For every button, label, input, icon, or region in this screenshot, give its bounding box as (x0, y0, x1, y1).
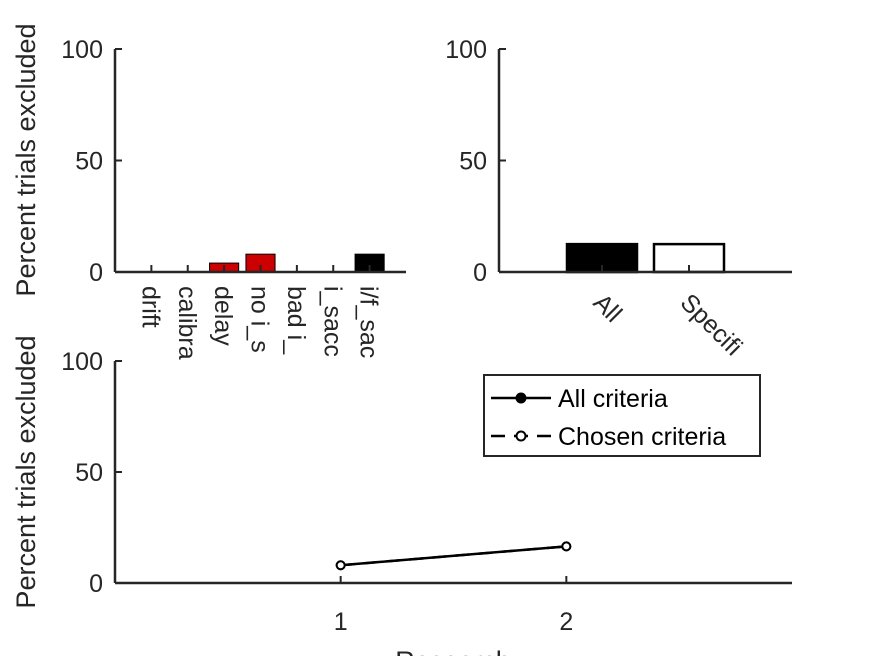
legend-chosen-criteria-marker (515, 430, 527, 442)
chart1-y-axis-label: Percent trials excluded (11, 23, 41, 296)
chart2-xtick-label: Specifi (675, 288, 748, 361)
chart3-legend: All criteria Chosen criteria (483, 374, 761, 457)
chart2-ytick-label: 50 (459, 148, 487, 176)
chart2-bar-1 (652, 242, 726, 274)
chart1-ytick-label: 0 (89, 259, 103, 287)
chart3-series-point-1 (561, 541, 572, 552)
chart1-xtick-label: drift (136, 286, 164, 328)
exclusion-criteria-bar-chart: Percent trials excluded 0 50 100 drift cali… (11, 23, 406, 360)
chart1-ytick-label: 100 (61, 36, 103, 64)
chart2-tick-labels: All Specifi (588, 288, 748, 361)
chart3-y-axis-label: Percent trials excluded (11, 335, 41, 608)
chart1-xtick-label: i/f_sac (355, 286, 383, 358)
chart3-ytick-label: 50 (75, 459, 103, 487)
chart3-series-point-1 (335, 560, 346, 571)
per-research-line-chart: Percent trials excluded 0 50 100 1 2 Resear… (11, 335, 792, 656)
chart1-tick-labels: drift calibra delay no i_s bad i_ i_sacc i/f_s… (136, 286, 382, 360)
chart3-ytick-label: 100 (61, 348, 103, 376)
legend-all-criteria-marker (515, 392, 527, 404)
overall-exclusion-bar-chart: 0 50 100 All Specifi (445, 36, 792, 361)
chart2-ytick-label: 100 (445, 36, 487, 64)
chart3-x-axis-label: Research (395, 646, 511, 656)
chart2-xtick-label: All (588, 288, 627, 327)
chart2-ytick-label: 0 (473, 259, 487, 287)
chart3-xtick-label: 2 (559, 608, 573, 636)
chart1-ytick-label: 50 (75, 148, 103, 176)
legend-all-criteria-label: All criteria (558, 385, 668, 413)
chart3-ytick-label: 0 (89, 570, 103, 598)
chart1-xtick-label: no i_s (246, 286, 274, 353)
chart1-xtick-label: calibra (173, 286, 201, 360)
chart3-xtick-label: 1 (334, 608, 348, 636)
legend-chosen-criteria-label: Chosen criteria (558, 423, 726, 451)
chart3-series-line-1 (340, 545, 567, 567)
chart1-xtick-label: bad i_ (282, 286, 310, 355)
chart1-xtick-label: delay (209, 286, 237, 346)
chart1-xtick-label: i_sacc (318, 286, 346, 357)
legend-box (483, 374, 761, 457)
